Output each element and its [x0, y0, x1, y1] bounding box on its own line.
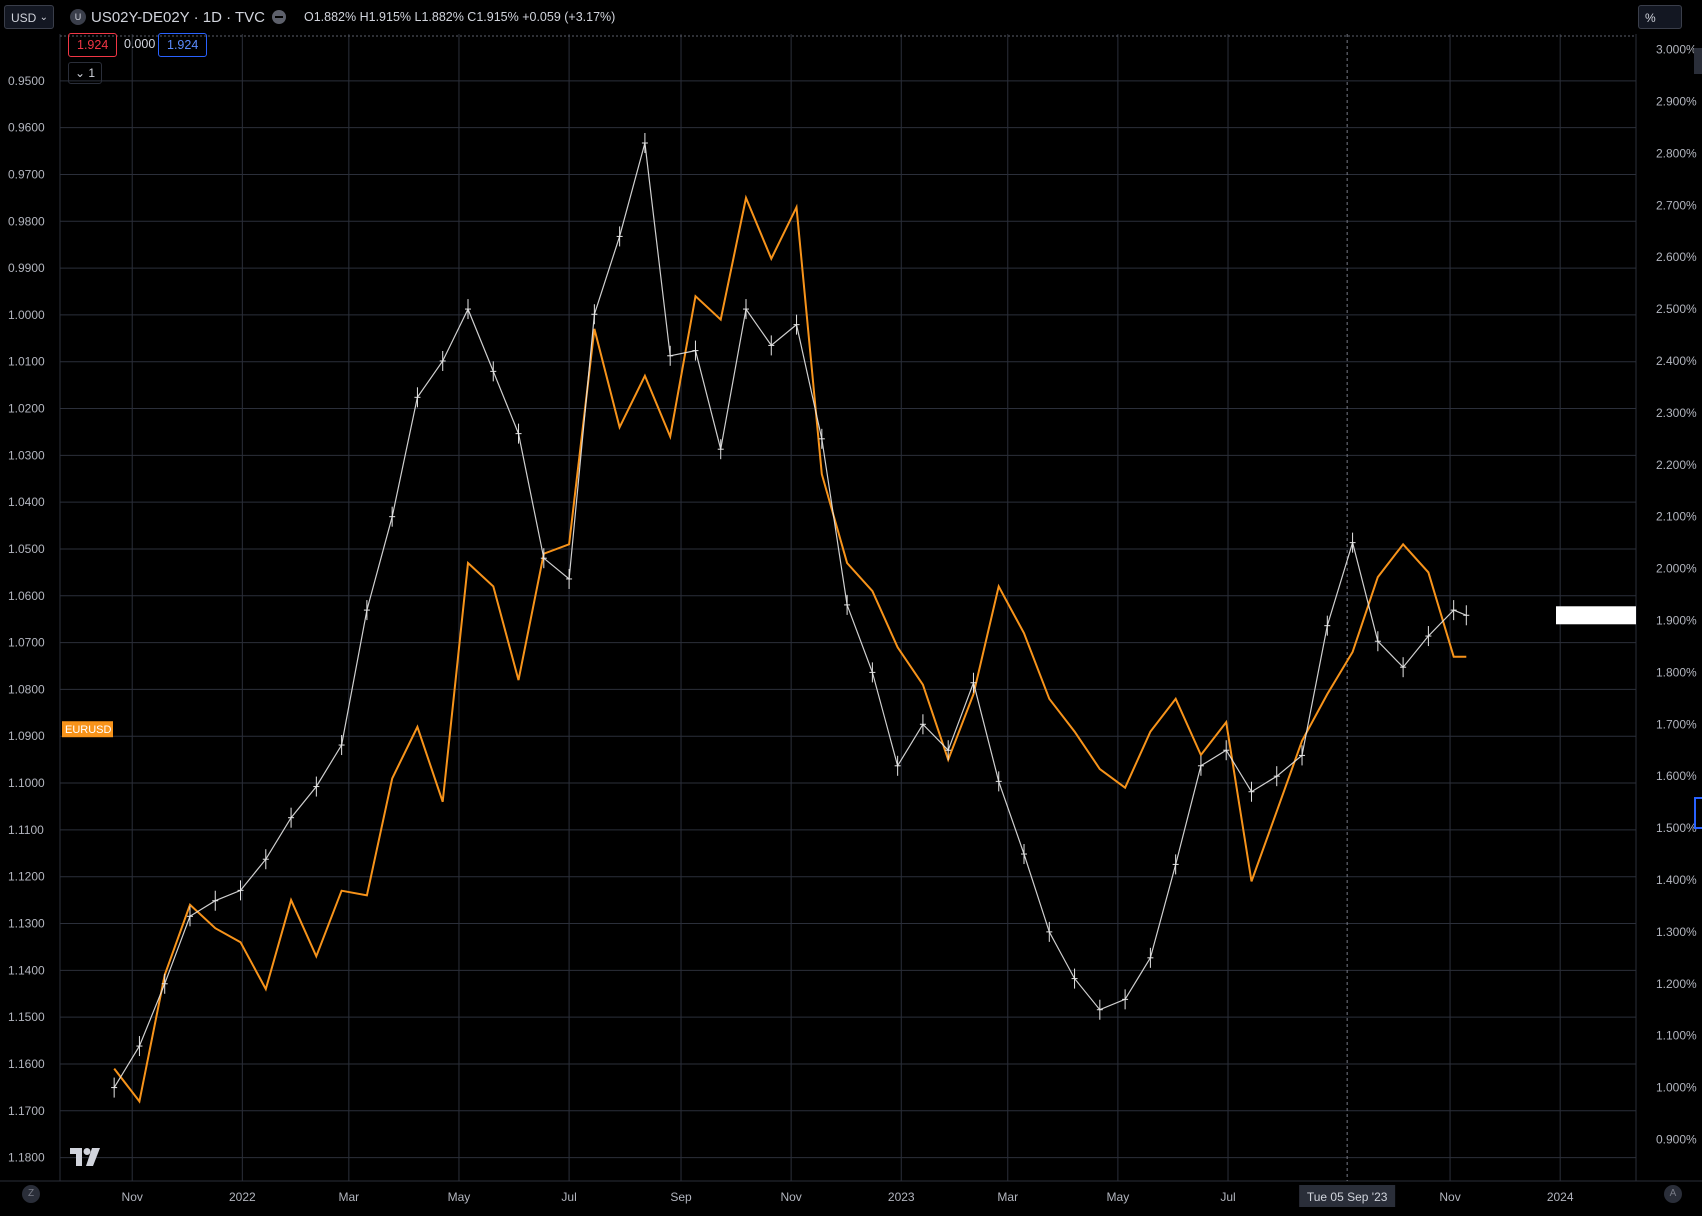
- right-axis-tick-label: 3.000%: [1656, 43, 1697, 57]
- left-axis-tick-label: 0.9500: [8, 74, 45, 88]
- left-axis-tick-label: 0.9800: [8, 214, 45, 228]
- right-axis-tick-label: 2.200%: [1656, 458, 1697, 472]
- sell-price-badge[interactable]: 1.924: [68, 33, 118, 57]
- currency-label: USD: [11, 11, 37, 25]
- right-axis-tick-label: 2.400%: [1656, 354, 1697, 368]
- chevron-down-icon: ⌄: [74, 66, 86, 80]
- right-axis-tick-label: 1.700%: [1656, 717, 1697, 731]
- right-axis-tick-label: 1.300%: [1656, 925, 1697, 939]
- left-axis-tick-label: 1.0200: [8, 402, 45, 416]
- right-axis-tick-label: 1.900%: [1656, 613, 1697, 627]
- left-axis-tick-label: 0.9600: [8, 121, 45, 135]
- right-axis-tick-label: 2.300%: [1656, 406, 1697, 420]
- x-axis-tick-label: Sep: [670, 1190, 692, 1204]
- currency-selector[interactable]: USD ⌄: [4, 5, 54, 29]
- eurusd-series-label: EURUSD: [65, 724, 112, 736]
- left-axis-tick-label: 1.0700: [8, 636, 45, 650]
- x-axis-tick-label: 2023: [888, 1190, 915, 1204]
- left-axis-tick-label: 1.1400: [8, 963, 45, 977]
- collapse-indicators-button[interactable]: ⌄ 1: [68, 62, 102, 84]
- chevron-down-icon: ⌄: [39, 12, 48, 23]
- left-axis-tick-label: 1.0300: [8, 448, 45, 462]
- right-axis-tick-label: 0.900%: [1656, 1132, 1697, 1146]
- symbol-title[interactable]: US02Y-DE02Y · 1D · TVC: [91, 9, 265, 26]
- hide-series-icon[interactable]: [272, 10, 286, 24]
- left-axis-tick-label: 1.1700: [8, 1104, 45, 1118]
- price-scale-marker[interactable]: [1694, 797, 1702, 829]
- scrollbar-handle[interactable]: [1694, 48, 1702, 74]
- right-axis-tick-label: 2.700%: [1656, 198, 1697, 212]
- right-axis-tick-label: 1.200%: [1656, 977, 1697, 991]
- ohlc-values: O1.882% H1.915% L1.882% C1.915% +0.059 (…: [304, 10, 616, 24]
- zoom-button[interactable]: Z: [22, 1185, 40, 1203]
- x-axis-tick-label: Jul: [561, 1190, 576, 1204]
- x-axis-tick-label: Nov: [122, 1190, 143, 1204]
- left-axis-tick-label: 1.0800: [8, 682, 45, 696]
- right-axis-tick-label: 1.800%: [1656, 665, 1697, 679]
- right-axis-tick-label: 1.400%: [1656, 873, 1697, 887]
- left-price-scale: [0, 34, 60, 1181]
- left-axis-tick-label: 0.9700: [8, 167, 45, 181]
- buy-price-badge[interactable]: 1.924: [158, 33, 208, 57]
- x-axis-tick-label: May: [448, 1190, 471, 1204]
- symbol-logo-icon: U: [70, 9, 86, 25]
- x-axis-tick-label: May: [1107, 1190, 1130, 1204]
- left-axis-tick-label: 1.1800: [8, 1151, 45, 1165]
- right-axis-tick-label: 2.800%: [1656, 146, 1697, 160]
- left-axis-tick-label: 1.1300: [8, 917, 45, 931]
- x-axis-tick-label: 2024: [1547, 1190, 1574, 1204]
- scale-unit-label: %: [1645, 11, 1656, 25]
- x-axis-tick-label: Nov: [1439, 1190, 1460, 1204]
- right-axis-tick-label: 2.900%: [1656, 94, 1697, 108]
- right-axis-tick-label: 1.000%: [1656, 1081, 1697, 1095]
- right-axis-tick-label: 2.600%: [1656, 250, 1697, 264]
- spread-series-line: [113, 142, 1467, 1088]
- spread-last-value-box: [1556, 606, 1636, 625]
- left-axis-tick-label: 1.0600: [8, 589, 45, 603]
- scale-unit-selector[interactable]: %: [1638, 5, 1682, 29]
- right-axis-tick-label: 2.000%: [1656, 562, 1697, 576]
- indicator-count: 1: [88, 66, 96, 80]
- left-axis-tick-label: 1.1600: [8, 1057, 45, 1071]
- eurusd-label-bg: [62, 721, 113, 738]
- crosshair-date-label: Tue 05 Sep '23: [1307, 1190, 1388, 1204]
- left-axis-tick-label: 0.9900: [8, 261, 45, 275]
- right-axis-tick-label: 1.500%: [1656, 821, 1697, 835]
- left-axis-tick-label: 1.1200: [8, 870, 45, 884]
- auto-scale-button[interactable]: A: [1664, 1185, 1682, 1203]
- x-axis-tick-label: Jul: [1220, 1190, 1235, 1204]
- right-axis-tick-label: 2.100%: [1656, 510, 1697, 524]
- x-axis-tick-label: Mar: [339, 1190, 360, 1204]
- eurusd-series-line: [113, 194, 1467, 1104]
- spread-value: 0.000: [124, 37, 156, 51]
- left-axis-tick-label: 1.1500: [8, 1010, 45, 1024]
- x-axis-tick-label: Nov: [780, 1190, 801, 1204]
- left-axis-tick-label: 1.0000: [8, 308, 45, 322]
- tradingview-logo-icon: [70, 1148, 102, 1171]
- right-axis-tick-label: 1.600%: [1656, 769, 1697, 783]
- x-axis-tick-label: 2022: [229, 1190, 256, 1204]
- right-axis-tick-label: 2.500%: [1656, 302, 1697, 316]
- left-axis-tick-label: 1.0100: [8, 355, 45, 369]
- left-axis-tick-label: 1.0400: [8, 495, 45, 509]
- left-axis-tick-label: 1.0900: [8, 729, 45, 743]
- left-axis-tick-label: 1.1000: [8, 776, 45, 790]
- left-axis-tick-label: 1.1100: [8, 823, 44, 837]
- crosshair-date-bg: [1299, 1185, 1396, 1207]
- right-axis-tick-label: 1.100%: [1656, 1029, 1697, 1043]
- x-axis-tick-label: Mar: [997, 1190, 1018, 1204]
- left-axis-tick-label: 1.0500: [8, 542, 45, 556]
